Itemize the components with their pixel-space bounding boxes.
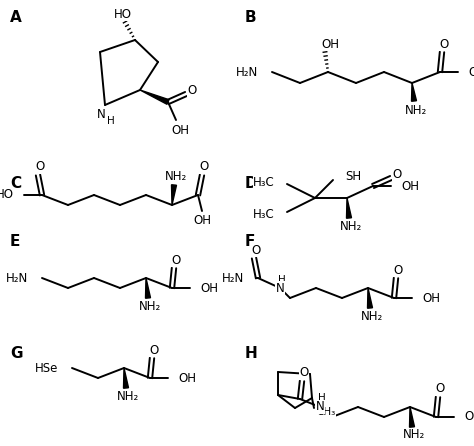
Text: C: C — [10, 175, 21, 190]
Text: OH: OH — [193, 215, 211, 227]
Polygon shape — [140, 90, 169, 104]
Text: E: E — [10, 234, 20, 248]
Text: H₃C: H₃C — [253, 175, 275, 189]
Text: O: O — [187, 83, 197, 96]
Polygon shape — [411, 83, 417, 101]
Text: OH: OH — [468, 66, 474, 78]
Polygon shape — [124, 368, 128, 388]
Text: H: H — [318, 393, 326, 403]
Text: NH₂: NH₂ — [139, 300, 161, 313]
Text: HO: HO — [114, 8, 132, 21]
Text: D: D — [245, 175, 258, 190]
Text: OH: OH — [178, 372, 196, 384]
Text: NH₂: NH₂ — [361, 310, 383, 322]
Text: N: N — [97, 108, 105, 121]
Text: H: H — [107, 116, 115, 126]
Text: O: O — [149, 343, 159, 356]
Text: O: O — [393, 264, 402, 277]
Text: H: H — [278, 275, 286, 285]
Text: O: O — [200, 161, 209, 173]
Text: NH₂: NH₂ — [405, 103, 427, 116]
Text: N: N — [275, 281, 284, 294]
Text: OH: OH — [401, 179, 419, 193]
Text: A: A — [10, 11, 22, 25]
Text: OH: OH — [171, 124, 189, 136]
Polygon shape — [367, 288, 373, 308]
Polygon shape — [346, 198, 352, 218]
Text: N: N — [316, 401, 324, 413]
Text: HO: HO — [0, 189, 14, 202]
Text: G: G — [10, 346, 22, 360]
Text: O: O — [439, 37, 448, 50]
Text: NH₂: NH₂ — [165, 170, 187, 183]
Text: O: O — [300, 367, 309, 380]
Polygon shape — [172, 185, 176, 205]
Text: H: H — [245, 346, 258, 360]
Text: O: O — [36, 161, 45, 173]
Text: H₃C: H₃C — [253, 207, 275, 220]
Polygon shape — [146, 278, 150, 298]
Text: OH: OH — [321, 37, 339, 50]
Polygon shape — [410, 407, 414, 427]
Text: OH: OH — [422, 292, 440, 305]
Text: CH₃: CH₃ — [316, 407, 335, 417]
Text: O: O — [392, 168, 401, 181]
Text: OH: OH — [200, 281, 218, 294]
Text: SH: SH — [345, 169, 361, 182]
Text: O: O — [251, 244, 261, 256]
Text: HSe: HSe — [35, 362, 58, 375]
Text: NH₂: NH₂ — [340, 219, 362, 232]
Text: O: O — [172, 253, 181, 267]
Text: H₂N: H₂N — [6, 272, 28, 285]
Text: F: F — [245, 234, 255, 248]
Text: NH₂: NH₂ — [403, 429, 425, 442]
Text: H₂N: H₂N — [222, 272, 244, 285]
Text: H₂N: H₂N — [236, 66, 258, 78]
Text: OH: OH — [464, 410, 474, 424]
Text: B: B — [245, 11, 256, 25]
Text: O: O — [436, 383, 445, 396]
Text: NH₂: NH₂ — [117, 389, 139, 402]
